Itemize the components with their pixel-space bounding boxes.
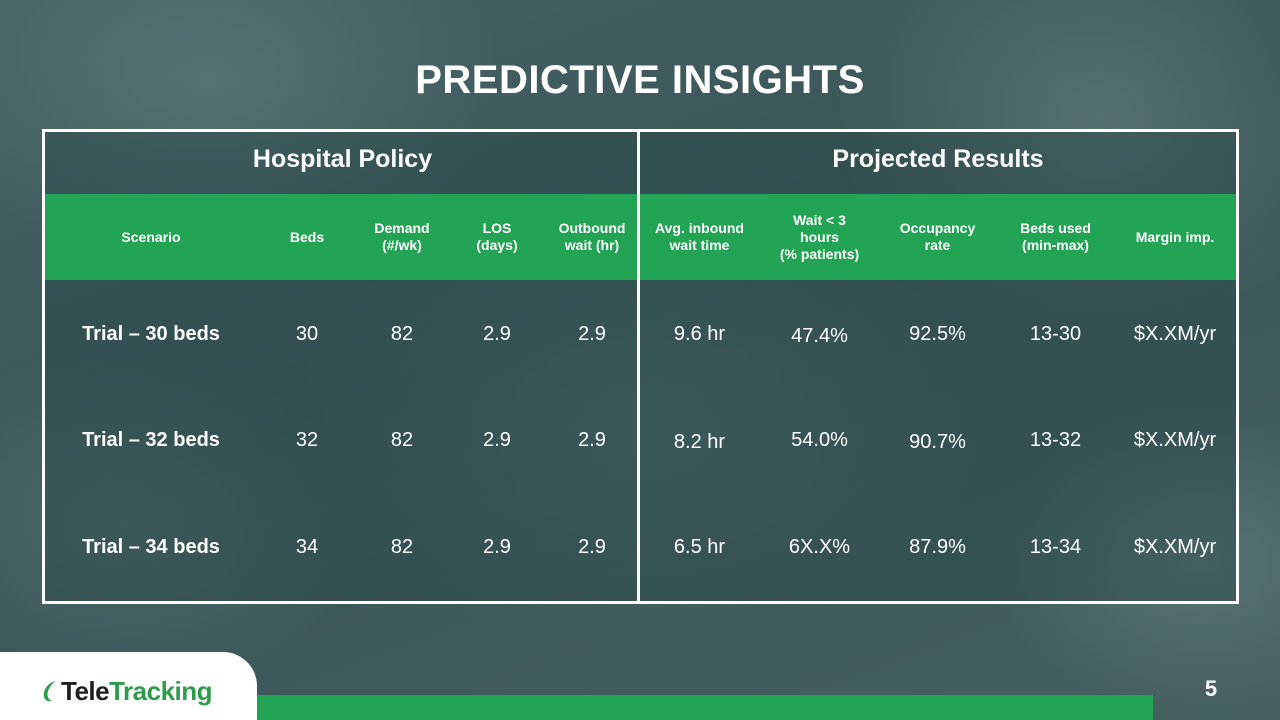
table-cell-wait-under-3h: 54.0% [791, 429, 848, 451]
table-cell-los: 2.9 [483, 536, 511, 558]
column-header-demand: Demand (#/wk) [374, 220, 430, 253]
table-cell-occupancy: 92.5% [909, 323, 966, 345]
logo-panel [0, 652, 257, 720]
table-cell-wait-under-3h: 47.4% [791, 325, 848, 347]
column-header-scenario: Scenario [121, 228, 181, 245]
table-cell-outbound-wait: 2.9 [578, 323, 606, 345]
table-cell-outbound-wait: 2.9 [578, 536, 606, 558]
table-cell-beds: 32 [295, 429, 319, 451]
column-header-outbound-wait: Outbound wait (hr) [558, 220, 626, 253]
table-cell-margin: $X.XM/yr [1133, 323, 1217, 345]
teletracking-logo: Tele Tracking [42, 675, 213, 707]
table-cell-demand: 82 [390, 429, 414, 451]
table-group-divider [637, 129, 640, 604]
table-cell-beds-used: 13-34 [1029, 536, 1082, 558]
logo-swoosh-icon [43, 681, 56, 702]
table-cell-margin: $X.XM/yr [1133, 536, 1217, 558]
table-cell-occupancy: 87.9% [909, 536, 966, 558]
table-cell-beds: 30 [295, 323, 319, 345]
table-cell-scenario: Trial – 32 beds [82, 429, 220, 451]
footer-accent-bar [257, 695, 1153, 720]
table-cell-scenario: Trial – 30 beds [82, 323, 220, 345]
table-cell-scenario: Trial – 34 beds [82, 536, 220, 558]
slide-title: PREDICTIVE INSIGHTS [415, 58, 865, 102]
column-header-avg-inbound-wait: Avg. inbound wait time [655, 220, 744, 253]
group-header-hospital-policy: Hospital Policy [252, 145, 433, 173]
table-cell-los: 2.9 [483, 323, 511, 345]
table-cell-demand: 82 [390, 536, 414, 558]
page-number: 5 [1204, 676, 1218, 701]
table-header-band [45, 194, 1236, 280]
table-cell-avg-inbound-wait: 9.6 hr [673, 323, 726, 345]
table-cell-wait-under-3h: 6X.X% [788, 536, 851, 558]
column-header-occupancy: Occupancy rate [899, 220, 976, 253]
column-header-los: LOS (days) [476, 220, 518, 253]
column-header-wait-under-3h: Wait < 3 hours (% patients) [779, 211, 860, 262]
table-cell-outbound-wait: 2.9 [578, 429, 606, 451]
column-header-margin: Margin imp. [1135, 228, 1215, 245]
table-cell-beds-used: 13-32 [1029, 429, 1082, 451]
table-cell-avg-inbound-wait: 8.2 hr [673, 431, 726, 453]
table-cell-beds: 34 [295, 536, 319, 558]
column-header-beds-used: Beds used (min-max) [1020, 220, 1091, 253]
column-header-beds: Beds [289, 228, 325, 245]
logo-text-tele: Tele [61, 675, 110, 706]
table-cell-avg-inbound-wait: 6.5 hr [673, 536, 726, 558]
table-cell-margin: $X.XM/yr [1133, 429, 1217, 451]
table-cell-beds-used: 13-30 [1029, 323, 1082, 345]
logo-text-tracking: Tracking [109, 675, 213, 706]
table-cell-los: 2.9 [483, 429, 511, 451]
table-cell-demand: 82 [390, 323, 414, 345]
group-header-projected-results: Projected Results [832, 145, 1044, 173]
table-cell-occupancy: 90.7% [909, 431, 966, 453]
